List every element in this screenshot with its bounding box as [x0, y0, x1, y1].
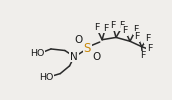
Text: F: F	[103, 24, 109, 33]
Text: HO: HO	[39, 73, 53, 82]
Text: N: N	[70, 52, 78, 62]
Text: HO: HO	[30, 49, 44, 58]
Text: O: O	[93, 52, 101, 62]
Text: F: F	[134, 32, 140, 41]
Text: F: F	[133, 25, 139, 34]
Text: F: F	[147, 44, 152, 54]
Text: S: S	[84, 42, 91, 56]
Text: F: F	[122, 26, 127, 35]
Text: F: F	[145, 34, 150, 43]
Text: O: O	[74, 35, 82, 45]
Text: F: F	[94, 23, 99, 32]
Text: F: F	[141, 51, 146, 60]
Text: F: F	[120, 21, 125, 30]
Text: F: F	[110, 21, 116, 30]
